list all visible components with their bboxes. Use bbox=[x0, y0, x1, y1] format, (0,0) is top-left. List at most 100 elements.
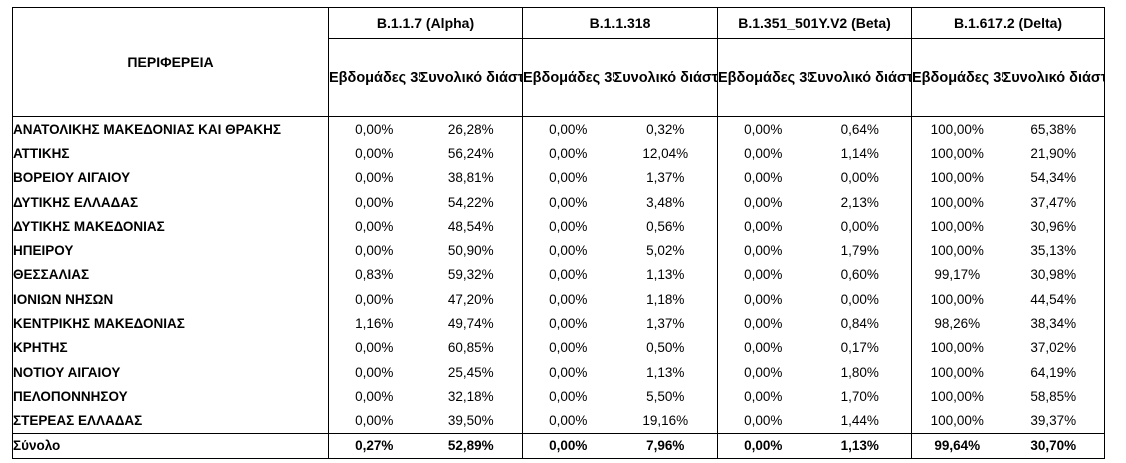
region-name: ΚΕΝΤΡΙΚΗΣ ΜΑΚΕΔΟΝΙΑΣ bbox=[12, 311, 329, 336]
variant-header-delta: B.1.617.2 (Delta) bbox=[911, 7, 1106, 39]
beta-total-total: 1,13% bbox=[808, 432, 913, 459]
b11318-total-value: 1,37% bbox=[613, 311, 718, 336]
region-name: ΔΥΤΙΚΗΣ ΜΑΚΕΔΟΝΙΑΣ bbox=[12, 214, 329, 239]
region-name: ΙΟΝΙΩΝ ΝΗΣΩΝ bbox=[12, 287, 329, 312]
beta-total-value: 1,80% bbox=[808, 359, 913, 385]
beta-total-value: 1,14% bbox=[808, 141, 913, 166]
delta-total-value: 39,37% bbox=[1002, 408, 1106, 434]
delta-weeks-value: 98,26% bbox=[911, 311, 1003, 336]
table-row: ΠΕΛΟΠΟΝΝΗΣΟΥ 0,00% 32,18% 0,00% 5,50% 0,… bbox=[12, 384, 1106, 409]
beta-total-value: 1,79% bbox=[808, 238, 913, 263]
variant-header-alpha: B.1.1.7 (Alpha) bbox=[328, 7, 523, 39]
variant-header-beta: B.1.351_501Y.V2 (Beta) bbox=[716, 7, 913, 39]
alpha-weeks-value: 0,00% bbox=[328, 238, 420, 263]
alpha-total-value: 50,90% bbox=[419, 238, 523, 263]
delta-weeks-value: 100,00% bbox=[911, 165, 1003, 190]
beta-weeks-value: 0,00% bbox=[717, 116, 809, 142]
b11318-weeks-value: 0,00% bbox=[522, 287, 614, 312]
b11318-total-value: 1,13% bbox=[613, 262, 718, 288]
b11318-weeks-header: Εβδομάδες 35-36 bbox=[522, 38, 614, 117]
alpha-weeks-value: 1,16% bbox=[328, 311, 420, 336]
b11318-weeks-value: 0,00% bbox=[522, 189, 614, 215]
delta-weeks-value: 100,00% bbox=[911, 214, 1003, 239]
delta-weeks-value: 100,00% bbox=[911, 384, 1003, 409]
delta-total-value: 65,38% bbox=[1002, 116, 1106, 142]
delta-total-value: 30,98% bbox=[1002, 262, 1106, 288]
beta-weeks-value: 0,00% bbox=[717, 287, 809, 312]
alpha-weeks-value: 0,00% bbox=[328, 116, 420, 142]
b11318-weeks-value: 0,00% bbox=[522, 408, 614, 434]
total-label: Σύνολο bbox=[12, 432, 329, 459]
alpha-total-value: 48,54% bbox=[419, 214, 523, 239]
delta-weeks-value: 100,00% bbox=[911, 287, 1003, 312]
delta-total-value: 37,47% bbox=[1002, 189, 1106, 215]
table-row: ΑΝΑΤΟΛΙΚΗΣ ΜΑΚΕΔΟΝΙΑΣ ΚΑΙ ΘΡΑΚΗΣ 0,00% 2… bbox=[12, 116, 1106, 142]
table-row: ΔΥΤΙΚΗΣ ΜΑΚΕΔΟΝΙΑΣ 0,00% 48,54% 0,00% 0,… bbox=[12, 214, 1106, 239]
b11318-weeks-value: 0,00% bbox=[522, 214, 614, 239]
alpha-weeks-header: Εβδομάδες 35-36 bbox=[328, 38, 420, 117]
variant-header-b11318: B.1.1.318 bbox=[522, 7, 718, 39]
alpha-total-value: 54,22% bbox=[419, 189, 523, 215]
beta-total-value: 0,60% bbox=[808, 262, 913, 288]
b11318-total-value: 3,48% bbox=[613, 189, 718, 215]
alpha-weeks-value: 0,00% bbox=[328, 335, 420, 360]
table-row: ΙΟΝΙΩΝ ΝΗΣΩΝ 0,00% 47,20% 0,00% 1,18% 0,… bbox=[12, 287, 1106, 312]
region-name: ΣΤΕΡΕΑΣ ΕΛΛΑΔΑΣ bbox=[12, 408, 329, 434]
table-row: ΣΤΕΡΕΑΣ ΕΛΛΑΔΑΣ 0,00% 39,50% 0,00% 19,16… bbox=[12, 408, 1106, 434]
region-name: ΗΠΕΙΡΟΥ bbox=[12, 238, 329, 263]
delta-weeks-header: Εβδομάδες 35-36 bbox=[911, 38, 1003, 117]
alpha-total-value: 49,74% bbox=[419, 311, 523, 336]
delta-weeks-value: 100,00% bbox=[911, 116, 1003, 142]
delta-weeks-value: 100,00% bbox=[911, 141, 1003, 166]
b11318-weeks-value: 0,00% bbox=[522, 116, 614, 142]
table-row: ΘΕΣΣΑΛΙΑΣ 0,83% 59,32% 0,00% 1,13% 0,00%… bbox=[12, 262, 1106, 288]
b11318-weeks-value: 0,00% bbox=[522, 311, 614, 336]
region-name: ΑΤΤΙΚΗΣ bbox=[12, 141, 329, 166]
delta-weeks-total: 99,64% bbox=[911, 432, 1003, 459]
beta-weeks-value: 0,00% bbox=[717, 335, 809, 360]
alpha-total-value: 39,50% bbox=[419, 408, 523, 434]
beta-total-value: 0,84% bbox=[808, 311, 913, 336]
region-name: ΠΕΛΟΠΟΝΝΗΣΟΥ bbox=[12, 384, 329, 409]
alpha-total-header: Συνολικό διάστημα επιτήρησης bbox=[419, 38, 523, 117]
beta-weeks-header: Εβδομάδες 35-36 bbox=[717, 38, 809, 117]
alpha-total-value: 26,28% bbox=[419, 116, 523, 142]
alpha-total-value: 47,20% bbox=[419, 287, 523, 312]
b11318-total-header: Συνολικό διάστημα επιτήρησης bbox=[613, 38, 718, 117]
region-name: ΔΥΤΙΚΗΣ ΕΛΛΑΔΑΣ bbox=[12, 189, 329, 215]
b11318-total-value: 1,37% bbox=[613, 165, 718, 190]
b11318-total-value: 0,32% bbox=[613, 116, 718, 142]
delta-weeks-value: 100,00% bbox=[911, 189, 1003, 215]
alpha-weeks-value: 0,00% bbox=[328, 408, 420, 434]
alpha-total-value: 38,81% bbox=[419, 165, 523, 190]
alpha-weeks-value: 0,00% bbox=[328, 384, 420, 409]
region-name: ΚΡΗΤΗΣ bbox=[12, 335, 329, 360]
table-row: ΝΟΤΙΟΥ ΑΙΓΑΙΟΥ 0,00% 25,45% 0,00% 1,13% … bbox=[12, 359, 1106, 385]
region-name: ΒΟΡΕΙΟΥ ΑΙΓΑΙΟΥ bbox=[12, 165, 329, 190]
header-row-periods: Εβδομάδες 35-36 Συνολικό διάστημα επιτήρ… bbox=[13, 38, 1106, 117]
delta-total-value: 21,90% bbox=[1002, 141, 1106, 166]
beta-total-value: 0,00% bbox=[808, 214, 913, 239]
b11318-total-value: 12,04% bbox=[613, 141, 718, 166]
table-row: ΑΤΤΙΚΗΣ 0,00% 56,24% 0,00% 12,04% 0,00% … bbox=[12, 141, 1106, 166]
alpha-total-value: 60,85% bbox=[419, 335, 523, 360]
b11318-total-value: 0,50% bbox=[613, 335, 718, 360]
alpha-weeks-total: 0,27% bbox=[328, 432, 420, 459]
b11318-total-value: 1,13% bbox=[613, 359, 718, 385]
beta-weeks-value: 0,00% bbox=[717, 262, 809, 288]
delta-total-header: Συνολικό διάστημα επιτήρησης bbox=[1002, 38, 1106, 117]
beta-weeks-value: 0,00% bbox=[717, 238, 809, 263]
table-row: ΚΡΗΤΗΣ 0,00% 60,85% 0,00% 0,50% 0,00% 0,… bbox=[12, 335, 1106, 360]
alpha-weeks-value: 0,00% bbox=[328, 214, 420, 239]
delta-weeks-value: 100,00% bbox=[911, 238, 1003, 263]
delta-total-value: 58,85% bbox=[1002, 384, 1106, 409]
table-body: ΑΝΑΤΟΛΙΚΗΣ ΜΑΚΕΔΟΝΙΑΣ ΚΑΙ ΘΡΑΚΗΣ 0,00% 2… bbox=[12, 116, 1106, 459]
variants-table: ΠΕΡΙΦΕΡΕΙΑ B.1.1.7 (Alpha) B.1.1.318 B.1… bbox=[12, 7, 1106, 459]
b11318-total-value: 5,50% bbox=[613, 384, 718, 409]
total-row: Σύνολο 0,27% 52,89% 0,00% 7,96% 0,00% 1,… bbox=[12, 432, 1106, 459]
beta-total-header: Συνολικό διάστημα επιτήρησης bbox=[808, 38, 913, 117]
delta-weeks-value: 100,00% bbox=[911, 359, 1003, 385]
b11318-total-total: 7,96% bbox=[613, 432, 718, 459]
delta-total-value: 54,34% bbox=[1002, 165, 1106, 190]
b11318-weeks-value: 0,00% bbox=[522, 359, 614, 385]
